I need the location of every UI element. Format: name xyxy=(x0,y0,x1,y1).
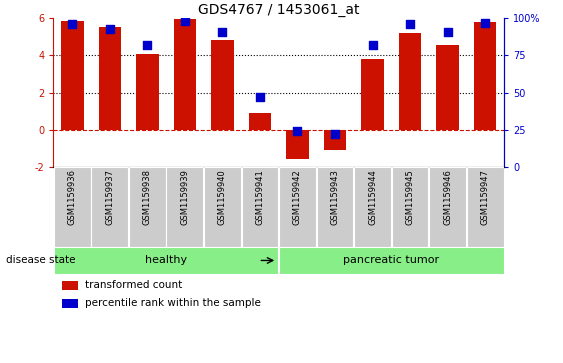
Text: GSM1159940: GSM1159940 xyxy=(218,170,227,225)
Point xyxy=(180,18,189,24)
Title: GDS4767 / 1453061_at: GDS4767 / 1453061_at xyxy=(198,3,359,17)
Bar xyxy=(129,167,166,247)
Point xyxy=(368,42,377,48)
Text: GSM1159939: GSM1159939 xyxy=(180,170,189,225)
Point xyxy=(293,129,302,134)
Text: GSM1159941: GSM1159941 xyxy=(256,170,265,225)
Bar xyxy=(316,167,354,247)
Bar xyxy=(173,19,196,130)
Text: GSM1159943: GSM1159943 xyxy=(330,170,339,225)
Text: transformed count: transformed count xyxy=(85,280,182,290)
Bar xyxy=(361,59,384,130)
Bar xyxy=(279,247,503,274)
Text: healthy: healthy xyxy=(145,256,187,265)
Text: disease state: disease state xyxy=(6,256,75,265)
Bar xyxy=(167,167,203,247)
Text: GSM1159942: GSM1159942 xyxy=(293,170,302,225)
Point xyxy=(481,20,490,25)
Text: GSM1159945: GSM1159945 xyxy=(405,170,414,225)
Bar xyxy=(436,45,459,130)
Bar xyxy=(467,167,503,247)
Bar xyxy=(324,130,346,150)
Text: GSM1159946: GSM1159946 xyxy=(443,170,452,225)
Text: GSM1159938: GSM1159938 xyxy=(143,170,152,225)
Bar xyxy=(242,167,278,247)
Bar xyxy=(204,167,241,247)
Text: GSM1159947: GSM1159947 xyxy=(481,170,490,225)
Bar xyxy=(62,299,78,308)
Bar xyxy=(429,167,466,247)
Point xyxy=(256,94,265,100)
Point xyxy=(405,21,414,27)
Bar xyxy=(249,113,271,130)
Bar xyxy=(211,40,234,130)
Point xyxy=(143,42,152,48)
Text: GSM1159944: GSM1159944 xyxy=(368,170,377,225)
Bar xyxy=(354,167,391,247)
Bar xyxy=(279,167,316,247)
Bar xyxy=(474,22,497,130)
Text: pancreatic tumor: pancreatic tumor xyxy=(343,256,439,265)
Point xyxy=(68,21,77,27)
Text: GSM1159936: GSM1159936 xyxy=(68,170,77,225)
Bar xyxy=(54,247,278,274)
Bar xyxy=(91,167,128,247)
Point xyxy=(443,29,452,34)
Point xyxy=(330,131,339,137)
Text: percentile rank within the sample: percentile rank within the sample xyxy=(85,298,261,309)
Point xyxy=(218,29,227,34)
Bar xyxy=(286,130,309,159)
Point xyxy=(105,26,114,32)
Bar xyxy=(399,33,421,130)
Text: GSM1159937: GSM1159937 xyxy=(105,170,114,225)
Bar xyxy=(99,28,121,130)
Bar xyxy=(62,281,78,290)
Bar xyxy=(61,21,83,130)
Bar xyxy=(136,54,159,130)
Bar xyxy=(54,167,91,247)
Bar xyxy=(392,167,428,247)
